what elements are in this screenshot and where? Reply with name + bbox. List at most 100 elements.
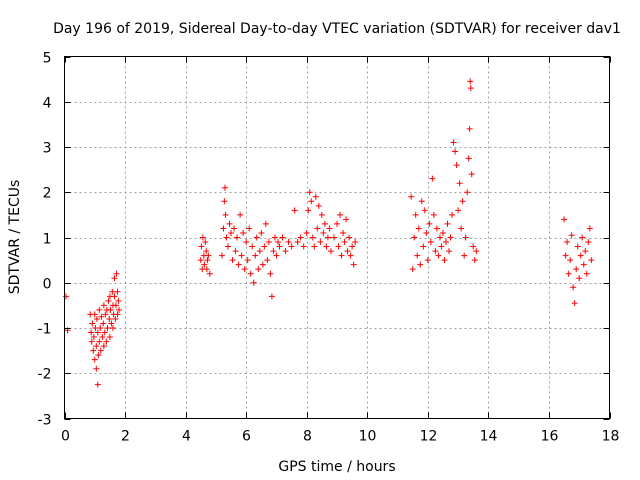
data-point — [288, 243, 295, 250]
data-point — [586, 225, 593, 232]
data-point — [583, 270, 590, 277]
data-point — [432, 248, 439, 255]
data-point — [330, 234, 337, 241]
data-point — [327, 248, 334, 255]
x-tick-label: 8 — [303, 429, 312, 445]
data-point — [574, 243, 581, 250]
data-point — [408, 193, 415, 200]
data-point — [106, 315, 113, 322]
data-point — [435, 252, 442, 259]
data-point — [470, 243, 477, 250]
data-point — [202, 239, 209, 246]
data-point — [109, 325, 116, 331]
data-point — [441, 257, 448, 264]
data-point — [258, 229, 265, 236]
data-point — [250, 279, 257, 286]
data-point — [565, 270, 572, 277]
data-point — [63, 293, 70, 300]
data-point — [341, 239, 348, 246]
x-tick-label: 2 — [121, 429, 130, 445]
data-point — [93, 315, 100, 322]
data-point — [338, 252, 345, 259]
data-point — [421, 207, 428, 214]
data-point — [274, 239, 281, 246]
data-point — [88, 338, 95, 345]
data-point — [308, 198, 315, 205]
data-point — [297, 234, 304, 241]
x-tick-label: 14 — [480, 429, 498, 445]
data-point — [96, 306, 103, 313]
data-point — [309, 234, 316, 241]
data-point — [237, 211, 244, 218]
data-point — [94, 329, 101, 336]
data-point — [112, 315, 119, 322]
data-point — [276, 243, 283, 250]
data-point — [93, 343, 100, 350]
data-point — [90, 347, 97, 354]
x-tick-label: 0 — [61, 429, 70, 445]
data-point — [255, 266, 262, 273]
plot-frame — [64, 56, 610, 419]
data-point — [576, 275, 583, 282]
data-point — [270, 248, 277, 255]
data-point — [267, 270, 274, 277]
data-point — [464, 189, 471, 196]
data-point — [271, 234, 278, 241]
data-point — [582, 248, 589, 255]
data-point — [449, 211, 456, 218]
data-point — [473, 248, 480, 255]
data-point — [573, 266, 580, 273]
data-point — [430, 211, 437, 218]
data-point — [103, 338, 110, 345]
data-point — [465, 155, 472, 162]
data-point — [264, 257, 271, 264]
data-point — [334, 220, 340, 227]
data-point — [205, 252, 212, 259]
data-point — [450, 139, 457, 146]
data-point — [262, 220, 269, 227]
data-point — [94, 381, 101, 388]
data-point — [273, 252, 280, 259]
data-point — [249, 243, 256, 250]
data-point — [347, 252, 354, 259]
data-point — [453, 162, 460, 169]
data-point — [105, 297, 112, 304]
data-point — [112, 302, 119, 309]
data-point — [415, 225, 422, 232]
y-axis-label: SDTVAR / TECUs — [7, 180, 23, 295]
data-point — [204, 257, 211, 264]
data-point — [439, 229, 446, 236]
data-point — [98, 313, 105, 320]
data-point — [199, 234, 206, 241]
y-tick-label: 3 — [43, 141, 52, 157]
data-point — [238, 252, 245, 259]
data-point — [89, 320, 96, 327]
data-point — [116, 306, 122, 313]
data-point — [324, 234, 331, 241]
data-point — [243, 239, 250, 246]
data-point — [326, 225, 333, 232]
data-point — [114, 288, 121, 295]
data-point — [247, 270, 254, 277]
data-point — [412, 211, 419, 218]
data-point — [91, 356, 98, 363]
data-point — [317, 239, 324, 246]
y-tick-label: 1 — [43, 232, 52, 248]
data-point — [259, 261, 266, 268]
x-tick-label: 10 — [359, 429, 377, 445]
data-point — [97, 347, 104, 354]
data-point — [418, 198, 425, 205]
data-point — [114, 311, 121, 318]
data-point — [315, 202, 322, 209]
data-point — [88, 329, 95, 336]
data-point — [323, 243, 330, 250]
data-point — [100, 320, 107, 327]
data-point — [223, 234, 230, 241]
data-point — [203, 248, 210, 255]
data-point — [466, 125, 473, 132]
data-point — [471, 257, 478, 264]
data-point — [423, 229, 430, 236]
data-point — [201, 261, 208, 268]
data-point — [459, 198, 466, 205]
data-point — [256, 248, 263, 255]
